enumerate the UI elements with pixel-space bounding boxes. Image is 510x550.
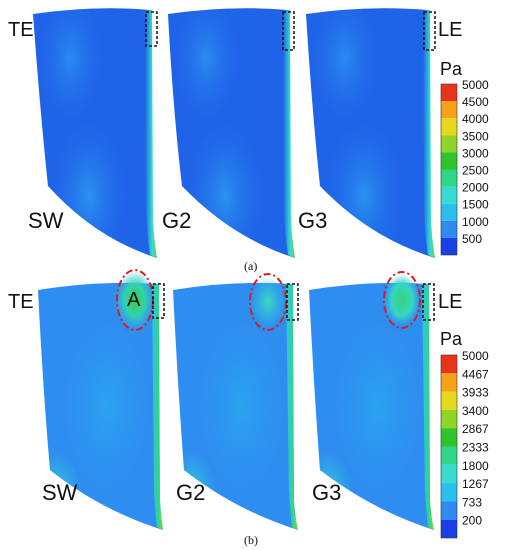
blade-g3-a xyxy=(306,8,435,259)
colorbar-tick-label: 1500 xyxy=(462,198,489,212)
colorbar-swatch xyxy=(441,464,457,484)
region-ellipse-g3-b xyxy=(383,271,421,329)
colorbar-tick-label: 5000 xyxy=(462,78,489,92)
colorbar-tick-label: 1267 xyxy=(462,477,489,491)
leading-edge-label-a: LE xyxy=(438,19,462,41)
colorbar-swatch xyxy=(441,391,457,410)
colorbar-tick-label: 3400 xyxy=(462,404,489,418)
blade-label-g2-a: G2 xyxy=(162,208,191,233)
colorbar-tick-label: 5000 xyxy=(462,349,489,363)
blade-sw-a xyxy=(33,8,157,259)
trailing-edge-label-b: TE xyxy=(8,291,34,313)
blade-label-g3-b: G3 xyxy=(312,480,341,505)
colorbar-frame xyxy=(440,83,458,256)
leading-edge-box-sw-a xyxy=(145,11,158,47)
colorbar-swatch xyxy=(441,409,457,429)
blade-label-g3-a: G3 xyxy=(298,208,327,233)
blade-label-sw-b: SW xyxy=(42,480,78,505)
colorbar-tick-label: 733 xyxy=(462,495,482,509)
colorbar-tick-label: 4500 xyxy=(462,95,489,109)
colorbar-swatch xyxy=(441,203,457,221)
panel-a: TE LE SW G2 G3 Pa 5000 4500 4000 3500 3000 25… xyxy=(8,8,489,273)
colorbar-swatch xyxy=(441,169,457,187)
region-ellipse-sw-b xyxy=(116,269,154,331)
blade-g2-b xyxy=(173,276,298,530)
colorbar-unit-b: Pa xyxy=(440,329,463,349)
caption-b: (b) xyxy=(244,533,258,547)
leading-edge-box-g2-b xyxy=(286,283,299,321)
colorbar-tick-label: 200 xyxy=(462,514,482,528)
colorbar-tick-label: 2333 xyxy=(462,441,489,455)
blade-label-sw-a: SW xyxy=(28,208,64,233)
colorbar-frame xyxy=(440,354,458,539)
colorbar-swatch xyxy=(441,428,457,447)
blade-label-g2-b: G2 xyxy=(176,480,205,505)
blade-sw-b xyxy=(38,270,163,530)
colorbar-tick-label: 3933 xyxy=(462,386,489,400)
colorbar-tick-label: 2500 xyxy=(462,164,489,178)
colorbar-tick-label: 2000 xyxy=(462,181,489,195)
colorbar-swatch xyxy=(441,84,457,102)
blade-g3-b xyxy=(309,274,434,530)
colorbar-tick-label: 4000 xyxy=(462,112,489,126)
leading-edge-box-g3-a xyxy=(423,11,436,51)
colorbar-b: Pa 5000 4467 3933 3400 2867 2333 1800 1267 733 20… xyxy=(440,329,489,539)
leading-edge-box-g3-b xyxy=(422,283,435,321)
region-ellipse-g2-b xyxy=(249,273,287,331)
colorbar-swatch xyxy=(441,152,457,170)
colorbar-swatch xyxy=(441,483,457,502)
colorbar-swatch xyxy=(441,118,457,136)
leading-edge-label-b: LE xyxy=(438,291,462,313)
colorbar-a: Pa 5000 4500 4000 3500 3000 2500 2000 1500 1000 5… xyxy=(440,59,489,256)
colorbar-swatch xyxy=(441,355,457,374)
blade-g2-a xyxy=(168,8,295,259)
colorbar-swatch xyxy=(441,101,457,119)
trailing-edge-label-a: TE xyxy=(8,19,34,41)
colorbar-tick-label: 2867 xyxy=(462,422,489,436)
colorbar-swatch xyxy=(441,135,457,153)
colorbar-swatch xyxy=(441,519,457,538)
colorbar-tick-label: 500 xyxy=(462,232,482,246)
colorbar-tick-label: 1800 xyxy=(462,459,489,473)
leading-edge-box-g2-a xyxy=(282,11,295,51)
caption-a: (a) xyxy=(244,259,257,273)
colorbar-unit-a: Pa xyxy=(440,59,463,79)
colorbar-swatch xyxy=(441,501,457,520)
colorbar-swatch xyxy=(441,220,457,238)
colorbar-tick-label: 4467 xyxy=(462,367,489,381)
colorbar-tick-label: 3000 xyxy=(462,146,489,160)
colorbar-swatch xyxy=(441,373,457,392)
panel-b: A TE LE SW G2 G3 Pa 5000 4467 3933 3400 2867… xyxy=(8,269,489,547)
colorbar-swatch xyxy=(441,446,457,465)
colorbar-tick-label: 3500 xyxy=(462,129,489,143)
colorbar-swatch xyxy=(441,186,457,204)
region-label-a: A xyxy=(127,289,141,311)
colorbar-tick-label: 1000 xyxy=(462,215,489,229)
colorbar-swatch xyxy=(441,237,457,255)
leading-edge-box-sw-b xyxy=(152,283,165,319)
